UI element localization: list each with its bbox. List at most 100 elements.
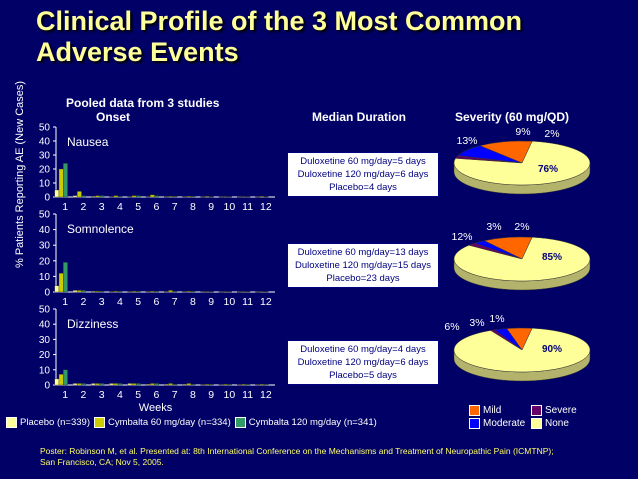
bar-cymbalta60 [95, 291, 100, 293]
bar-cymbalta120 [172, 291, 178, 293]
pie-label-moderate: 9% [515, 126, 530, 138]
pie-label-moderate: 3% [469, 317, 484, 329]
x-tick-label: 3 [99, 201, 105, 213]
bar-placebo [72, 383, 78, 386]
y-tick-label: 20 [39, 350, 51, 361]
bar-placebo [237, 196, 242, 198]
bar-cymbalta60 [150, 194, 155, 198]
bar-cymbalta120 [190, 196, 196, 198]
bar-cymbalta60 [223, 384, 228, 386]
bar-cymbalta60 [58, 273, 64, 293]
pie-label-severe: 2% [514, 221, 529, 233]
x-tick-label: 9 [208, 389, 214, 401]
pie-label-severe: 2% [544, 128, 559, 140]
severity-legend-moderate-label: Moderate [483, 418, 526, 429]
x-tick-label: 3 [99, 389, 105, 401]
bar-placebo [182, 384, 187, 386]
duration-box-dizziness: Duloxetine 60 mg/day=4 days Duloxetine 1… [287, 340, 439, 385]
bar-cymbalta120 [190, 384, 196, 386]
pie-slice-none [453, 236, 591, 282]
bar-placebo [72, 290, 78, 293]
y-tick-label: 20 [39, 256, 51, 267]
y-tick-label: 50 [39, 305, 51, 316]
bar-placebo [54, 189, 60, 198]
y-tick-label: 10 [39, 179, 51, 190]
x-tick-label: 7 [172, 296, 178, 308]
bar-cymbalta60 [77, 290, 82, 293]
bar-placebo [109, 196, 114, 198]
pie-label-mild: 12% [451, 231, 472, 243]
bar-placebo [145, 384, 151, 386]
severity-legend-none-label: None [545, 418, 569, 429]
bar-cymbalta60 [58, 374, 64, 386]
bar-placebo [182, 291, 187, 293]
bar-cymbalta60 [113, 195, 119, 198]
series-legend: Placebo (n=339) Cymbalta 60 mg/day (n=33… [6, 417, 377, 428]
bar-placebo [164, 291, 169, 293]
x-tick-label: 12 [260, 296, 272, 308]
bar-placebo [218, 384, 224, 386]
x-tick-label: 11 [242, 296, 253, 308]
x-tick-label: 9 [208, 201, 214, 213]
pie-label-severe: 1% [489, 313, 504, 325]
bar-cymbalta60 [241, 384, 246, 386]
y-tick-label: 40 [39, 137, 51, 148]
bar-placebo [218, 291, 224, 293]
bar-cymbalta120 [136, 383, 141, 386]
panel-title-somnolence: Somnolence [67, 222, 134, 236]
bar-placebo [255, 384, 260, 386]
bar-placebo [255, 291, 260, 293]
bar-cymbalta120 [154, 195, 159, 198]
pie-label-none: 85% [542, 252, 562, 263]
duration-box-somnolence: Duloxetine 60 mg/day=13 days Duloxetine … [287, 243, 439, 288]
footnote-line1: Poster: Robinson M, et al. Presented at:… [40, 446, 554, 456]
bar-cymbalta120 [154, 383, 159, 386]
duration-line: Placebo=5 days [329, 370, 397, 381]
bar-cymbalta120 [99, 291, 105, 293]
bar-placebo [109, 383, 114, 386]
bar-cymbalta120 [263, 196, 269, 198]
bar-cymbalta60 [95, 195, 100, 198]
pie-label-none: 90% [542, 344, 562, 355]
x-tick-label: 6 [153, 389, 159, 401]
bar-cymbalta60 [150, 291, 155, 293]
y-tick-label: 50 [39, 123, 51, 134]
bar-cymbalta120 [154, 291, 159, 293]
bar-placebo [200, 196, 206, 198]
x-tick-label: 8 [190, 296, 196, 308]
x-tick-label: 10 [224, 296, 236, 308]
bar-cymbalta120 [227, 384, 232, 386]
slide-title-line1: Clinical Profile of the 3 Most Common [36, 6, 523, 36]
y-tick-label: 40 [39, 320, 51, 331]
bar-cymbalta60 [186, 196, 192, 198]
pie-slice-none [453, 140, 591, 186]
severity-legend-moderate: Moderate [469, 418, 531, 429]
bar-cymbalta120 [99, 195, 105, 198]
bar-cymbalta60 [113, 383, 119, 386]
bar-cymbalta120 [209, 384, 214, 386]
bar-placebo [91, 291, 96, 293]
x-tick-label: 12 [260, 389, 272, 401]
slide-title: Clinical Profile of the 3 Most Common Ad… [36, 6, 522, 68]
bar-placebo [145, 196, 151, 198]
x-tick-label: 6 [153, 201, 159, 213]
bar-cymbalta120 [227, 291, 232, 293]
x-tick-label: 1 [62, 201, 68, 213]
severity-legend-mild: Mild [469, 405, 531, 416]
bar-cymbalta120 [81, 195, 86, 198]
bar-placebo [237, 384, 242, 386]
severity-legend-none: None [531, 418, 591, 429]
bar-cymbalta60 [150, 383, 155, 386]
bar-cymbalta60 [259, 384, 265, 386]
bar-cymbalta120 [245, 291, 251, 293]
bar-cymbalta120 [117, 291, 123, 293]
bar-placebo [164, 384, 169, 386]
pie-label-moderate: 3% [486, 221, 501, 233]
bar-cymbalta60 [259, 196, 265, 198]
bar-placebo [91, 196, 96, 198]
bar-cymbalta60 [241, 291, 246, 293]
bar-cymbalta60 [204, 384, 210, 386]
legend-cymbalta60: Cymbalta 60 mg/day (n=334) [93, 417, 231, 428]
x-tick-label: 8 [190, 389, 196, 401]
x-tick-label: 2 [80, 201, 86, 213]
